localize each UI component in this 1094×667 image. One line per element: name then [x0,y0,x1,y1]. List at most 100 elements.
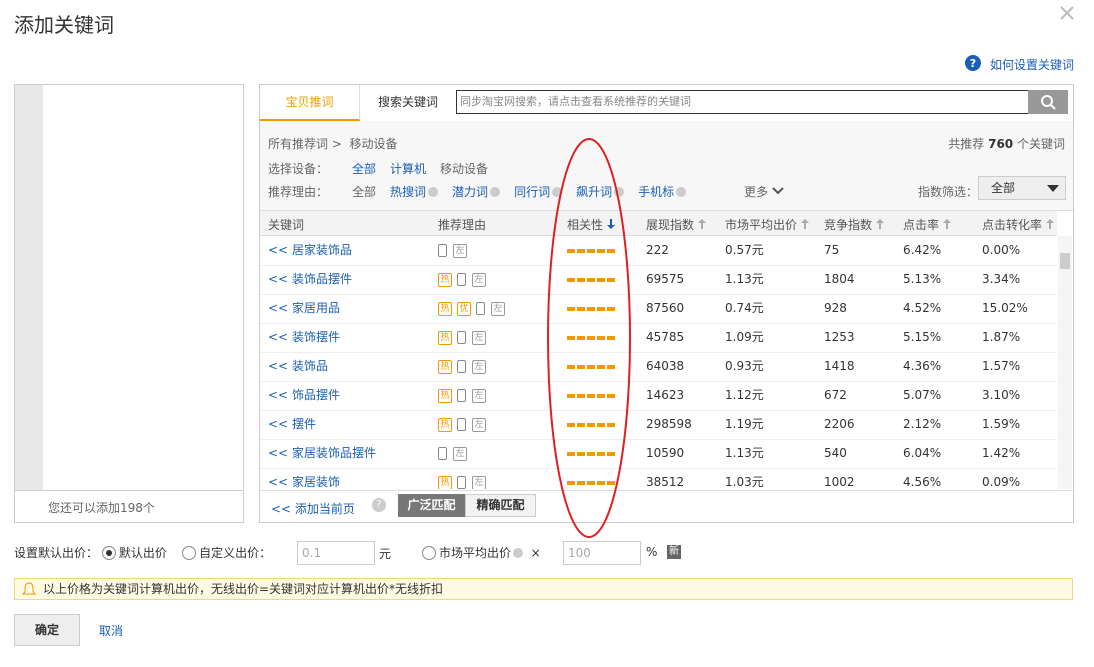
cell-value: 45785 [646,330,685,344]
cell-value: 6.42% [903,243,942,257]
tag: 热 [438,417,452,432]
cell-value: 5.07% [903,388,942,402]
bar-segment [587,335,595,340]
table-row: << 居家装饰品 左 222 0.57元 75 6.42% 0.00% [260,236,1057,266]
bar-segment [597,306,605,311]
radio-label: 自定义出价： [199,546,272,560]
tag: 热 [438,475,452,489]
phone-icon [457,273,466,286]
filter-label: 选择设备： [268,162,329,176]
reason-tags: 热优 左 [438,294,510,323]
close-button[interactable] [1060,6,1074,20]
add-prefix: << [268,446,289,460]
match-button[interactable]: 广泛匹配 [398,494,465,517]
cell-value: 75 [824,243,840,257]
column-header[interactable]: 点击转化率 [982,216,1055,233]
bar-segment [597,393,605,398]
phone-icon [457,418,466,431]
bar-segment [567,480,575,485]
reason-option[interactable]: 潜力词 [452,185,489,199]
bar-segment [567,364,575,369]
help-link[interactable]: 如何设置关键词 [990,58,1075,72]
total-prefix: 共推荐 [948,137,985,151]
keyword-link[interactable]: << 饰品摆件 [268,381,340,410]
breadcrumb-root[interactable]: 所有推荐词 > [268,137,342,151]
cell-value: 1418 [824,359,855,373]
keyword-link[interactable]: << 装饰品 [268,352,328,381]
cell-value: 0.00% [982,243,1021,257]
tab[interactable]: 宝贝推词 [260,85,360,121]
cell-value: 1.59% [982,417,1021,431]
device-option[interactable]: 计算机 [390,162,427,176]
bar-segment [577,393,585,398]
custom-bid-input[interactable]: 0.1 [297,541,375,565]
side-tag: 左 [472,359,486,374]
reason-option[interactable]: 飙升词 [576,185,613,199]
add-page-link[interactable]: << 添加当前页 [271,502,355,516]
radio-label: 市场平均出价 [439,546,512,560]
bar-segment [577,451,585,456]
tag: 热 [438,301,452,316]
cancel-link[interactable]: 取消 [99,624,124,638]
keyword-link[interactable]: << 家居装饰品摆件 [268,439,376,468]
relevance-bar [567,468,617,489]
column-title: 点击转化率 [982,218,1043,232]
column-header[interactable]: 相关性 [567,216,616,233]
cell-value: 69575 [646,272,685,286]
index-select[interactable]: 全部 [978,176,1066,200]
reason-option[interactable]: 手机标 [638,185,675,199]
keyword-link[interactable]: << 家居装饰 [268,468,340,489]
search-button[interactable] [1028,90,1068,114]
percent: % [646,545,658,559]
match-button[interactable]: 精确匹配 [465,494,536,517]
radio-checked[interactable] [101,546,116,560]
relevance-bar [567,265,617,294]
column-title: 相关性 [567,218,604,232]
radio[interactable] [422,546,436,560]
confirm-button[interactable]: 确定 [14,614,80,646]
bid-label: 设置默认出价： [14,546,99,560]
column-header[interactable]: 展现指数 [646,216,707,233]
bell-icon [22,582,36,595]
keyword-link[interactable]: << 摆件 [268,410,316,439]
right-panel: 宝贝推词 搜索关键词 同步淘宝网搜索，请点击查看系统推荐的关键词 所有推荐词 >… [259,84,1074,523]
relevance-bar [567,410,617,439]
reason-tags: 热左 [438,265,491,294]
keyword-link[interactable]: << 装饰摆件 [268,323,340,352]
cell-value: 10590 [646,446,685,460]
cell-value: 64038 [646,359,685,373]
keyword-link[interactable]: << 家居用品 [268,294,340,323]
radio[interactable] [182,546,197,560]
column-header[interactable]: 点击率 [903,216,952,233]
keyword-link[interactable]: << 装饰品摆件 [268,265,352,294]
device-option[interactable]: 全部 [352,162,377,176]
tag: 优 [457,301,471,316]
bar-segment [577,248,585,253]
tab[interactable]: 搜索关键词 [378,95,439,109]
reason-tags: 左 [438,439,472,468]
bar-segment [567,277,575,282]
device-option[interactable]: 移动设备 [440,162,489,176]
reason-option[interactable]: 同行词 [514,185,551,199]
keyword-link[interactable]: << 居家装饰品 [268,236,352,265]
column-header[interactable]: 竞争指数 [824,216,885,233]
column-header[interactable]: 市场平均出价 [725,216,810,233]
cell-value: 1804 [824,272,855,286]
help-icon: ? [372,498,386,512]
search-input[interactable]: 同步淘宝网搜索，请点击查看系统推荐的关键词 [456,90,1031,114]
side-tag: 左 [453,243,467,258]
tag: 热 [438,330,452,345]
sort-icon [1046,218,1055,232]
help-dot [676,187,687,197]
reason-option[interactable]: 热搜词 [390,185,427,199]
keyword: 家居装饰 [291,475,340,489]
percent-input[interactable]: 100 [563,541,641,565]
bar-segment [607,422,615,427]
reason-option[interactable]: 全部 [352,185,377,199]
cell-value: 6.04% [903,446,942,460]
reason-tags: 热左 [438,410,491,439]
more-text: 更多 [744,185,769,199]
scrollbar[interactable] [1058,236,1072,489]
more-filter[interactable]: 更多 [744,183,784,200]
bar-segment [587,277,595,282]
